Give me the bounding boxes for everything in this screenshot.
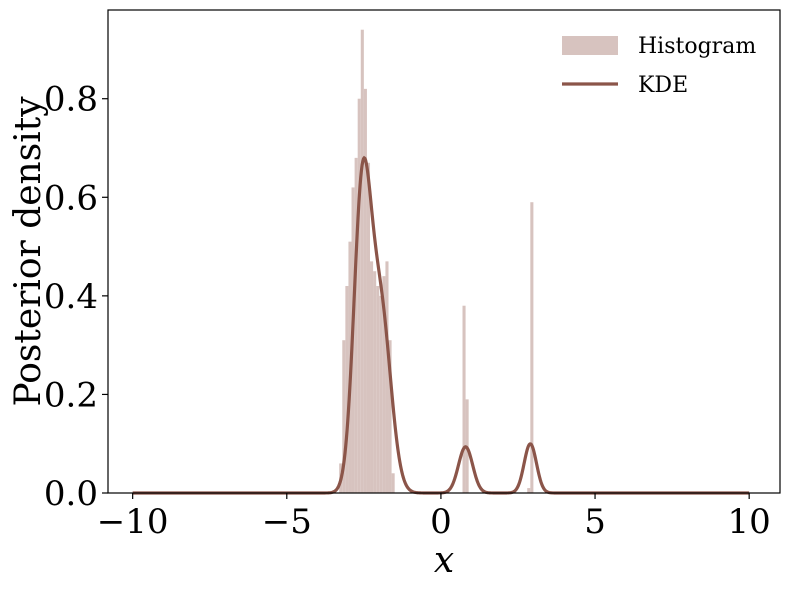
histogram-bar — [357, 98, 361, 493]
histogram-bar — [462, 305, 466, 493]
histogram-bar — [385, 261, 389, 493]
x-axis-label: x — [434, 540, 454, 581]
x-tick-label: −10 — [97, 502, 169, 542]
kde-line — [132, 155, 750, 495]
legend-histogram-swatch — [562, 36, 618, 55]
legend-kde-label: KDE — [638, 73, 688, 98]
histogram-bar — [527, 488, 531, 493]
y-tick-label: 0.0 — [44, 474, 98, 514]
legend-histogram-label: Histogram — [638, 34, 756, 59]
x-tick-label: 0 — [430, 502, 452, 542]
histogram-bar — [376, 286, 380, 493]
histogram-bar — [379, 295, 383, 493]
y-axis-label: Posterior density — [8, 96, 49, 407]
legend: Histogram KDE — [562, 34, 756, 98]
y-tick-label: 0.6 — [44, 178, 98, 218]
x-tick-label: 10 — [728, 502, 771, 542]
plot-frame — [107, 9, 781, 494]
y-tick-label: 0.4 — [44, 277, 98, 317]
histogram-bar — [342, 340, 346, 493]
histogram-bars — [339, 29, 534, 494]
x-tick-label: −5 — [262, 502, 312, 542]
histogram-bar — [373, 271, 377, 493]
histogram-bar — [366, 162, 371, 494]
x-axis-ticks: −10 −5 0 5 10 — [97, 493, 771, 542]
y-tick-label: 0.2 — [44, 375, 98, 415]
histogram-bar — [370, 261, 374, 493]
y-axis-ticks: 0.0 0.2 0.4 0.6 0.8 — [44, 80, 108, 514]
histogram-bar — [354, 157, 358, 493]
x-tick-label: 5 — [584, 502, 606, 542]
y-tick-label: 0.8 — [44, 80, 98, 120]
histogram-bar — [360, 29, 364, 493]
histogram-bar — [345, 286, 349, 493]
histogram-bar — [382, 276, 386, 493]
histogram-bar — [388, 340, 392, 493]
histogram-bar — [363, 88, 367, 493]
histogram-bar — [391, 473, 395, 493]
histogram-bar — [530, 202, 534, 493]
